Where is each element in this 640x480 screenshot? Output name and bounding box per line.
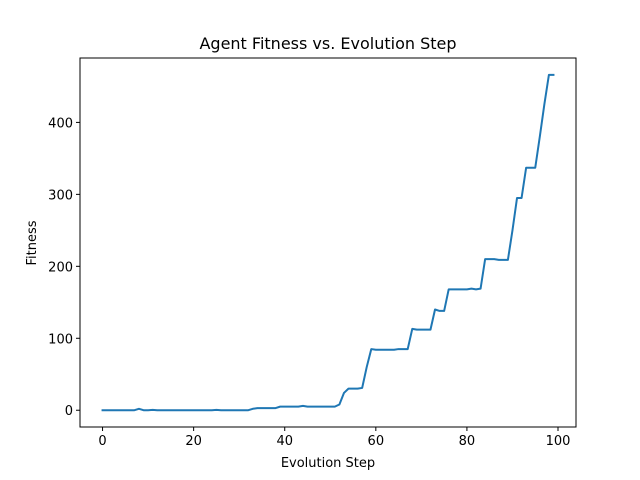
x-tick-label: 40 xyxy=(276,434,293,449)
y-axis-label: Fitness xyxy=(25,220,40,265)
y-axis: 0 100 200 300 400 xyxy=(48,116,80,419)
y-tick-label: 0 xyxy=(65,404,73,419)
y-tick-label: 300 xyxy=(48,188,73,203)
chart-title: Agent Fitness vs. Evolution Step xyxy=(199,34,456,53)
x-axis: 0 20 40 60 80 100 xyxy=(98,427,570,449)
y-tick-label: 200 xyxy=(48,260,73,275)
x-tick-label: 80 xyxy=(459,434,476,449)
y-tick-label: 400 xyxy=(48,116,73,131)
plot-area xyxy=(101,73,555,412)
series-line-fitness xyxy=(101,73,555,412)
x-tick-label: 20 xyxy=(185,434,202,449)
x-tick-label: 100 xyxy=(546,434,571,449)
x-tick-label: 60 xyxy=(368,434,385,449)
y-tick-label: 100 xyxy=(48,332,73,347)
x-axis-label: Evolution Step xyxy=(281,456,375,471)
axes-frame xyxy=(79,57,577,428)
x-tick-label: 0 xyxy=(98,434,106,449)
